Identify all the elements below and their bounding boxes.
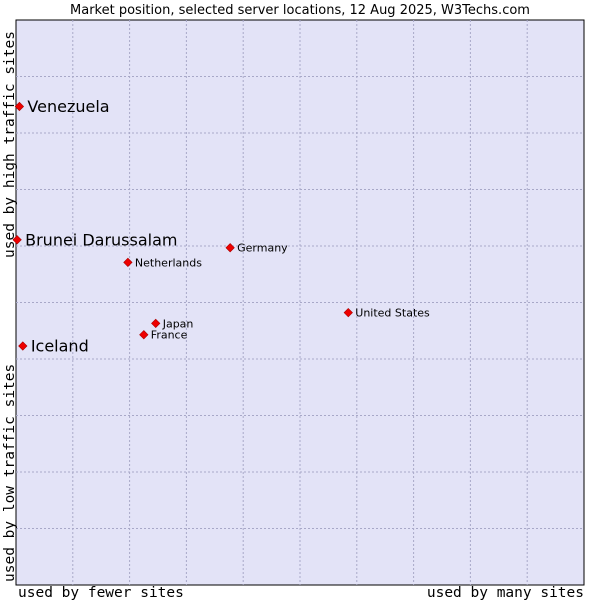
gridlines [16, 20, 584, 585]
point-label-venezuela: Venezuela [27, 97, 109, 116]
point-marker-brunei-darussalam [12, 235, 22, 245]
point-label-france: France [151, 329, 188, 342]
data-points: Venezuela Brunei Darussalam Iceland Germany… [12, 97, 430, 356]
point-label-iceland: Iceland [31, 337, 89, 356]
point-marker-germany [225, 243, 235, 253]
x-axis-label-left: used by fewer sites [18, 585, 184, 600]
point-marker-united-states [343, 308, 353, 318]
point-marker-venezuela [14, 101, 25, 112]
y-axis-label-top: used by high traffic sites [2, 31, 18, 258]
point-marker-france [139, 330, 149, 340]
chart-title: Market position, selected server locatio… [70, 3, 530, 18]
y-axis-label-bottom: used by low traffic sites [2, 364, 18, 582]
point-label-germany: Germany [237, 242, 288, 255]
point-label-brunei-darussalam: Brunei Darussalam [25, 230, 177, 249]
point-marker-iceland [18, 341, 28, 351]
point-label-japan: Japan [162, 317, 194, 330]
point-label-united-states: United States [355, 307, 430, 320]
point-marker-netherlands [123, 257, 133, 268]
point-label-netherlands: Netherlands [135, 256, 202, 269]
point-marker-japan [151, 318, 161, 329]
x-axis-label-right: used by many sites [427, 585, 584, 600]
